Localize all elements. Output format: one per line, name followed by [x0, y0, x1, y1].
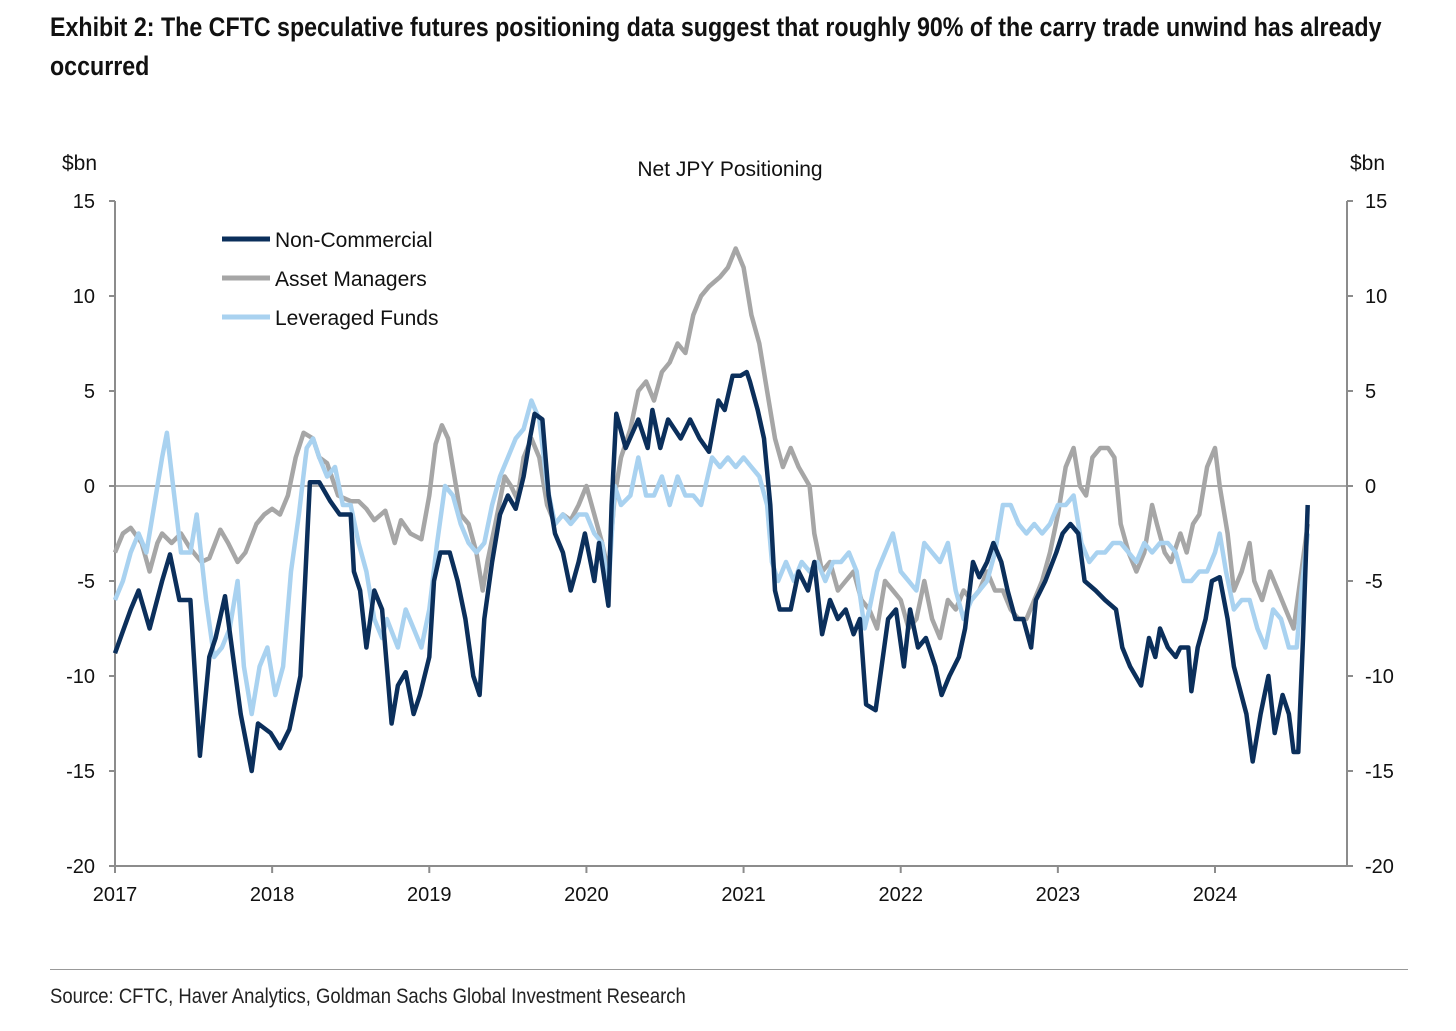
- right-y-tick-label: -20: [1365, 856, 1394, 878]
- x-tick-label: 2022: [878, 884, 923, 906]
- exhibit-title: Exhibit 2: The CFTC speculative futures …: [50, 12, 1382, 81]
- x-tick-label: 2018: [250, 884, 295, 906]
- x-tick-label: 2023: [1036, 884, 1081, 906]
- right-y-tick-label: 15: [1365, 191, 1387, 213]
- left-y-tick-label: -15: [66, 761, 95, 783]
- chart-title: Net JPY Positioning: [637, 158, 822, 181]
- x-tick-label: 2020: [564, 884, 609, 906]
- right-y-tick-label: 5: [1365, 381, 1376, 403]
- legend-label: Asset Managers: [275, 268, 427, 291]
- left-y-tick-label: 15: [73, 191, 95, 213]
- series-line-leveraged-funds: [112, 398, 1310, 717]
- x-tick-label: 2021: [721, 884, 766, 906]
- legend: Non-Commercial Asset Managers Leveraged Fu…: [222, 229, 438, 330]
- source-note: Source: CFTC, Haver Analytics, Goldman S…: [50, 985, 686, 1008]
- left-y-tick-label: 10: [73, 286, 95, 308]
- series-lines: [112, 246, 1310, 774]
- right-y-tick-label: 10: [1365, 286, 1387, 308]
- net-jpy-positioning-chart: Net JPY Positioning $bn $bn 15 15 10 10 5 5 0 0…: [62, 152, 1394, 906]
- legend-label: Non-Commercial: [275, 229, 433, 252]
- right-y-tick-label: -10: [1365, 666, 1394, 688]
- legend-label: Leveraged Funds: [275, 307, 438, 330]
- right-y-tick-label: -5: [1365, 571, 1383, 593]
- x-tick-label: 2019: [407, 884, 452, 906]
- left-y-tick-label: 5: [84, 381, 95, 403]
- x-tick-label: 2024: [1193, 884, 1238, 906]
- x-tick-label: 2017: [93, 884, 138, 906]
- axes: 15 15 10 10 5 5 0 0 -5 -5 -10 -10 -15 -15 -20 -20 2017 20…: [66, 191, 1394, 906]
- right-axis-unit: $bn: [1350, 152, 1385, 175]
- left-y-tick-label: -20: [66, 856, 95, 878]
- left-axis-unit: $bn: [62, 152, 97, 175]
- series-line-non-commercial: [112, 369, 1310, 774]
- footer-divider: [50, 969, 1408, 970]
- series-line-asset-managers: [112, 246, 1310, 641]
- right-y-tick-label: 0: [1365, 476, 1376, 498]
- left-y-tick-label: -5: [77, 571, 95, 593]
- right-y-tick-label: -15: [1365, 761, 1394, 783]
- left-y-tick-label: -10: [66, 666, 95, 688]
- left-y-tick-label: 0: [84, 476, 95, 498]
